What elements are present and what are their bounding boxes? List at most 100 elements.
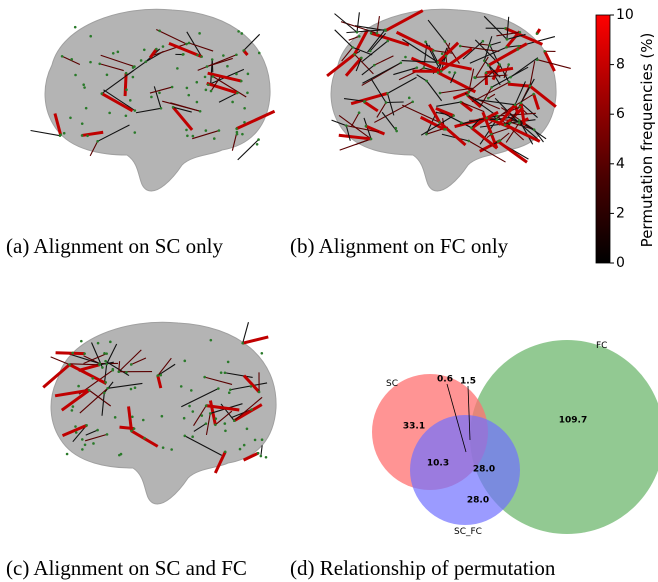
node (509, 122, 512, 125)
node (125, 72, 128, 75)
node (443, 128, 446, 131)
node (485, 71, 488, 74)
node (180, 385, 183, 388)
node (404, 56, 407, 59)
node (240, 32, 243, 35)
node (386, 40, 389, 43)
caption: (a) Alignment on SC only (6, 234, 223, 258)
node (100, 92, 103, 95)
edge (334, 14, 356, 33)
node (504, 124, 507, 127)
node (520, 102, 523, 105)
node (144, 60, 147, 63)
node (129, 99, 132, 102)
node (224, 451, 227, 454)
node (365, 125, 368, 128)
node (192, 135, 195, 138)
node (250, 385, 253, 388)
colorbar-tick-label: 0 (616, 255, 625, 271)
node (424, 41, 427, 44)
node (183, 360, 186, 363)
node (156, 374, 159, 377)
node (101, 366, 104, 369)
node (182, 53, 185, 56)
set-label: FC (596, 341, 607, 351)
node (223, 422, 226, 425)
node (236, 133, 239, 136)
node (130, 363, 133, 366)
node (118, 454, 121, 457)
node (246, 427, 249, 430)
node (467, 140, 470, 143)
brain-surface (45, 9, 270, 191)
node (258, 391, 261, 394)
node (71, 409, 74, 412)
node (96, 429, 99, 432)
node (162, 446, 165, 449)
node (108, 112, 111, 115)
edge (386, 102, 404, 103)
node (74, 425, 77, 428)
node (159, 374, 162, 377)
node (114, 416, 117, 419)
page: {"panels": [ {"caption": "(a) Alignment … (0, 0, 658, 582)
node (68, 363, 71, 366)
node (70, 58, 73, 61)
set-label: SC_FC (454, 527, 482, 537)
node (506, 38, 509, 41)
node (386, 92, 389, 95)
node (518, 119, 521, 122)
colorbar (596, 15, 610, 263)
node (211, 58, 214, 61)
node (247, 73, 250, 76)
node (81, 448, 84, 451)
node (105, 363, 108, 366)
node (104, 381, 107, 384)
node (199, 110, 202, 113)
node (254, 439, 257, 442)
node (142, 419, 145, 422)
node (63, 132, 66, 135)
node (532, 93, 535, 96)
node (358, 111, 361, 114)
node (437, 71, 440, 74)
node (85, 424, 88, 427)
node (205, 404, 208, 407)
node (224, 429, 227, 432)
node (437, 61, 440, 64)
node (188, 42, 191, 45)
node (240, 80, 243, 83)
node (425, 133, 428, 136)
node (84, 444, 87, 447)
node (466, 94, 469, 97)
node (200, 55, 203, 58)
caption: (c) Alignment on SC and FC (6, 556, 247, 580)
node (448, 71, 451, 74)
edge (508, 84, 530, 86)
node (185, 129, 188, 132)
node (185, 43, 188, 46)
node (66, 453, 69, 456)
node (543, 50, 546, 53)
node (441, 52, 444, 55)
node (162, 45, 165, 48)
region-value: 28.0 (473, 465, 495, 475)
node (106, 73, 109, 76)
node (172, 106, 175, 109)
node (356, 31, 359, 34)
node (258, 52, 261, 55)
node (158, 30, 161, 33)
node (206, 65, 209, 68)
node (112, 368, 115, 371)
node (533, 128, 536, 131)
node (243, 107, 246, 110)
node (158, 91, 161, 94)
node (74, 74, 77, 77)
node (183, 435, 186, 438)
node (400, 62, 403, 65)
colorbar-tick-label: 8 (616, 57, 625, 73)
brain (31, 9, 275, 191)
node (250, 408, 253, 411)
node (485, 117, 488, 120)
node (369, 50, 372, 53)
